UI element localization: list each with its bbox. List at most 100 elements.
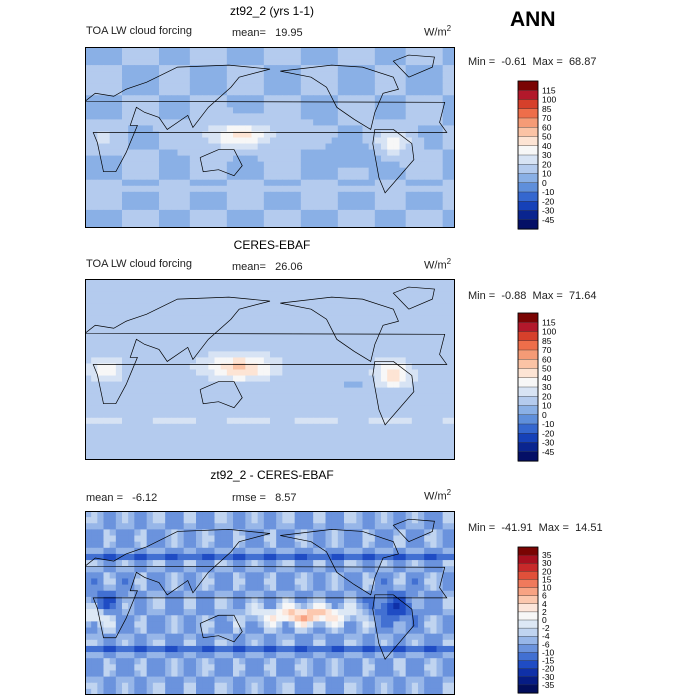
- colorbar-swatch: [517, 191, 539, 202]
- panel1-units: W/m2: [424, 24, 452, 39]
- colorbar-tick-label: -20: [542, 664, 555, 674]
- colorbar-tick-label: 115: [542, 85, 556, 95]
- panel2-units: W/m2: [424, 257, 452, 272]
- colorbar-tick-label: 50: [542, 132, 552, 142]
- colorbar-tick-label: 4: [542, 599, 547, 609]
- colorbar-swatch: [517, 80, 539, 91]
- colorbar-tick-label: 0: [542, 410, 547, 420]
- colorbar-tick-label: -30: [542, 672, 555, 682]
- panel2-minmax: Min = -0.88 Max = 71.64: [468, 290, 597, 302]
- colorbar-swatch: [517, 127, 539, 138]
- colorbar-swatch: [517, 396, 539, 407]
- colorbar-swatch: [517, 331, 539, 342]
- colorbar-swatch: [517, 676, 539, 686]
- colorbar-tick-label: 70: [542, 113, 552, 123]
- colorbar-swatch: [517, 595, 539, 605]
- colorbar-tick-label: 10: [542, 401, 552, 411]
- colorbar-swatch: [517, 627, 539, 637]
- colorbar-swatch: [517, 210, 539, 221]
- colorbar-swatch: [517, 684, 539, 694]
- panel3-title: zt92_2 - CERES-EBAF: [210, 468, 334, 482]
- colorbar-swatch: [517, 668, 539, 678]
- panel1-minmax: Min = -0.61 Max = 68.87: [468, 56, 597, 68]
- colorbar-tick-label: 100: [542, 327, 556, 337]
- colorbar-tick-label: 30: [542, 150, 552, 160]
- colorbar-swatch: [517, 173, 539, 184]
- colorbar-swatch: [517, 368, 539, 379]
- panel3-map: [85, 511, 455, 695]
- colorbar-swatch: [517, 563, 539, 572]
- colorbar-tick-label: 40: [542, 373, 552, 383]
- colorbar-swatch: [517, 546, 539, 556]
- colorbar-tick-label: -30: [542, 438, 555, 448]
- colorbar-tick-label: -15: [542, 656, 555, 666]
- colorbar-tick-label: 20: [542, 566, 552, 576]
- colorbar-swatch: [517, 433, 539, 444]
- coastlines: [85, 286, 448, 460]
- panel3-rmse-value: 8.57: [275, 492, 297, 504]
- colorbar-swatch: [517, 587, 539, 597]
- map-field: [85, 511, 455, 695]
- colorbar-tick-label: 0: [542, 615, 547, 625]
- colorbar-tick-label: -20: [542, 196, 555, 206]
- colorbar-swatch: [517, 554, 539, 564]
- colorbar-swatch: [517, 423, 539, 434]
- colorbar-swatch: [517, 136, 539, 147]
- panel1-variable-label: TOA LW cloud forcing: [86, 25, 192, 37]
- panel3-minmax: Min = -41.91 Max = 14.51: [468, 522, 603, 534]
- colorbar-swatch: [517, 182, 539, 193]
- colorbar-tick-label: 100: [542, 95, 556, 105]
- colorbar-swatch: [517, 619, 539, 629]
- colorbar-tick-label: -20: [542, 428, 555, 438]
- colorbar-tick-label: 40: [542, 141, 552, 151]
- colorbar-swatch: [517, 340, 539, 351]
- colorbar-tick-label: 6: [542, 591, 547, 601]
- colorbar-swatch: [517, 414, 539, 425]
- colorbar-swatch: [517, 359, 539, 370]
- colorbar-tick-label: 20: [542, 159, 552, 169]
- colorbar-swatch: [517, 442, 539, 453]
- colorbar-tick-label: 60: [542, 122, 552, 132]
- colorbar-tick-label: 35: [542, 550, 552, 560]
- colorbar-tick-label: 85: [542, 336, 552, 346]
- colorbar-tick-label: -10: [542, 419, 555, 429]
- colorbar-tick-label: 85: [542, 104, 552, 114]
- colorbar-tick-label: -45: [542, 447, 555, 457]
- colorbar-swatch: [517, 322, 539, 333]
- coastlines: [85, 54, 448, 228]
- map-field: [85, 47, 455, 228]
- panel2-mean-label: mean= 26.06: [232, 261, 303, 273]
- colorbar-swatch: [517, 603, 539, 613]
- colorbar-swatch: [517, 108, 539, 119]
- colorbar-tick-label: 2: [542, 607, 547, 617]
- panel3-mean-label: mean = -6.12: [86, 492, 158, 504]
- panel1-map: [85, 47, 455, 228]
- panel1-mean-value: 19.95: [275, 27, 303, 39]
- panel2-mean-value: 26.06: [275, 261, 303, 273]
- colorbar-tick-label: 20: [542, 391, 552, 401]
- panel2-map: [85, 279, 455, 460]
- coastlines: [85, 518, 448, 695]
- colorbar-tick-label: 0: [542, 178, 547, 188]
- colorbar-swatch: [517, 386, 539, 397]
- colorbar-swatch: [517, 611, 539, 621]
- colorbar-swatch: [517, 164, 539, 175]
- colorbar-swatch: [517, 579, 539, 589]
- colorbar-tick-label: 115: [542, 317, 556, 327]
- colorbar-tick-label: 70: [542, 345, 552, 355]
- colorbar-tick-label: 50: [542, 364, 552, 374]
- colorbar-swatch: [517, 405, 539, 416]
- colorbar-swatch: [517, 312, 539, 323]
- colorbar-tick-label: 30: [542, 382, 552, 392]
- colorbar-swatch: [517, 644, 539, 654]
- colorbar-swatch: [517, 660, 539, 670]
- colorbar-tick-label: 60: [542, 354, 552, 364]
- panel1-title: zt92_2 (yrs 1-1): [229, 4, 315, 18]
- panel2-title: CERES-EBAF: [233, 238, 311, 252]
- colorbar-swatch: [517, 219, 539, 230]
- colorbar-swatch: [517, 145, 539, 156]
- colorbar-tick-label: 10: [542, 583, 552, 593]
